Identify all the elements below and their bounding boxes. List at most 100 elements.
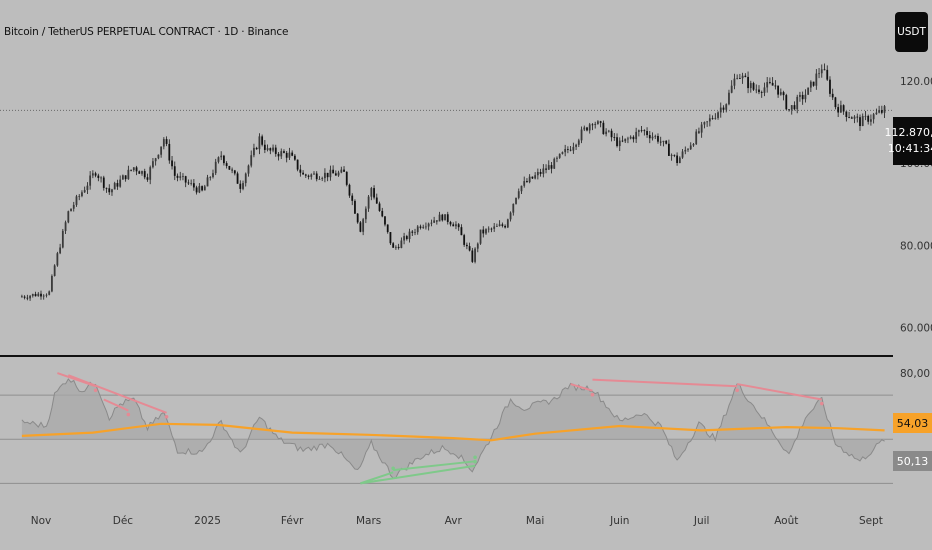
candle-body (70, 208, 72, 212)
candle-body (842, 105, 845, 112)
candle-body (124, 175, 127, 180)
candle-body (496, 226, 498, 227)
candle-body (678, 157, 681, 164)
candle-body (214, 161, 217, 174)
candle-body (695, 131, 698, 145)
time-axis-label: Févr (281, 515, 304, 527)
candle-body (386, 224, 389, 233)
candle-body (583, 127, 586, 130)
candle-body (255, 147, 258, 150)
candle-body (130, 169, 132, 171)
candle-body (698, 131, 700, 133)
candle-body (689, 145, 692, 150)
candle-body (149, 167, 152, 180)
candle-body (111, 189, 113, 193)
candle-body (700, 124, 703, 133)
candle-body (864, 115, 867, 117)
symbol-title[interactable]: Bitcoin / TetherUS PERPETUAL CONTRACT · … (4, 26, 289, 38)
candle-body (165, 139, 168, 144)
candle-body (782, 92, 785, 96)
currency-badge[interactable]: USDT (895, 12, 928, 52)
candle-body (206, 177, 209, 187)
candle-body (26, 297, 29, 299)
candle-body (435, 220, 438, 222)
candle-body (72, 204, 75, 209)
candle-body (288, 152, 291, 158)
candle-body (657, 135, 659, 142)
candle-body (266, 148, 269, 150)
candle-body (493, 226, 496, 229)
candle-body (536, 171, 539, 176)
candle-body (375, 197, 378, 204)
candle-body (143, 171, 146, 178)
candle-body (168, 143, 171, 161)
candle-body (83, 190, 86, 193)
candle-body (223, 155, 225, 164)
candle-body (269, 148, 272, 151)
candle-body (468, 246, 471, 251)
price-tick-label: 120.000,0 (900, 76, 932, 88)
bearish-divergence-marker (126, 412, 131, 417)
candle-body (457, 224, 460, 228)
time-axis-label: Mai (526, 515, 544, 527)
candle-body (75, 196, 78, 205)
candle-body (179, 176, 182, 178)
candle-body (348, 184, 351, 196)
candle-body (463, 235, 466, 245)
candle-body (725, 104, 728, 110)
bearish-divergence-line (570, 383, 593, 392)
candle-body (831, 93, 834, 98)
candle-body (48, 291, 51, 295)
candle-body (714, 117, 717, 119)
candle-body (880, 110, 883, 113)
candle-body (564, 149, 567, 153)
candle-body (141, 171, 143, 174)
candle-body (654, 135, 657, 137)
candle-body (209, 177, 212, 178)
candle-body (405, 236, 408, 240)
candle-body (247, 165, 250, 174)
candle-body (381, 210, 384, 217)
time-axis-label: Juil (693, 515, 710, 527)
candle-body (321, 178, 324, 180)
candle-body (856, 116, 859, 118)
candle-body (272, 147, 274, 151)
candle-body (730, 85, 733, 93)
candle-body (820, 69, 823, 74)
candle-body (313, 173, 315, 175)
candle-body (736, 78, 739, 79)
candle-body (217, 157, 220, 162)
time-axis-label: Août (774, 515, 798, 527)
candle-body (624, 138, 627, 142)
candle-body (310, 174, 313, 177)
candle-body (648, 135, 651, 139)
candle-body (438, 214, 441, 222)
candle-body (384, 216, 386, 225)
candle-body (59, 247, 62, 254)
candle-body (758, 89, 760, 93)
candle-body (242, 183, 244, 189)
bearish-divergence-line (103, 398, 129, 412)
candle-body (184, 176, 187, 183)
candle-body (640, 130, 643, 132)
candle-body (135, 167, 138, 172)
candle-body (728, 92, 730, 105)
candle-body (239, 183, 242, 189)
candle-body (465, 244, 468, 247)
candle-body (220, 155, 223, 158)
candle-body (78, 196, 81, 197)
candle-body (411, 231, 414, 233)
candle-body (684, 149, 687, 152)
last-price-value: 112.870,9 (884, 126, 932, 139)
candle-body (397, 246, 400, 248)
candle-body (157, 154, 160, 159)
candle-body (212, 173, 214, 178)
candle-body (400, 240, 403, 248)
candle-body (547, 165, 550, 170)
candle-body (329, 169, 332, 178)
candle-body (414, 232, 416, 233)
candle-body (878, 110, 881, 113)
candle-body (89, 175, 92, 186)
candle-body (515, 197, 517, 204)
